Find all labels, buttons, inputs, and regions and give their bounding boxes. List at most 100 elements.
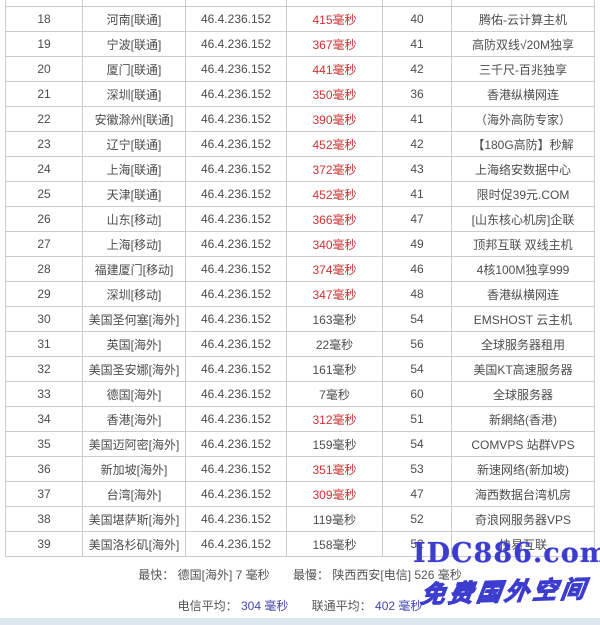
- response-time-cell: 351毫秒: [286, 456, 383, 482]
- response-time-cell: 161毫秒: [286, 356, 383, 382]
- ttl-cell: 54: [382, 431, 452, 457]
- table-row: 22 安徽滁州[联通] 46.4.236.152 390毫秒 41 （海外高防专…: [5, 106, 595, 132]
- response-time-cell: 390毫秒: [286, 106, 383, 132]
- response-time-cell: 350毫秒: [286, 81, 383, 107]
- row-number-cell: 31: [5, 331, 83, 357]
- table-row: 34 香港[海外] 46.4.236.152 312毫秒 51 新網絡(香港): [5, 406, 595, 432]
- response-time-cell: 452毫秒: [286, 181, 383, 207]
- row-number-cell: 26: [5, 206, 83, 232]
- ttl-cell: 60: [382, 381, 452, 407]
- table-row: 37 台湾[海外] 46.4.236.152 309毫秒 47 海西数据台湾机房: [5, 481, 595, 507]
- table-row: 28 福建厦门[移动] 46.4.236.152 374毫秒 46 4核100M…: [5, 256, 595, 282]
- response-time-cell: 159毫秒: [286, 431, 383, 457]
- unicom-average-label: 联通平均：: [311, 599, 372, 613]
- ttl-cell: 52: [382, 531, 452, 557]
- monitor-location-cell: 深圳[联通]: [82, 81, 186, 107]
- sponsor-ad-link[interactable]: 三千尺-百兆独享: [451, 56, 595, 82]
- fastest-label: 最快：: [138, 568, 175, 582]
- sponsor-ad-link[interactable]: 全球服务器: [451, 381, 595, 407]
- monitor-location-cell: 美国堪萨斯[海外]: [82, 506, 186, 532]
- row-number-cell: 38: [5, 506, 83, 532]
- sponsor-ad-link[interactable]: 顶邦互联 双线主机: [451, 231, 595, 257]
- response-time-cell: 163毫秒: [286, 306, 383, 332]
- sponsor-ad-link[interactable]: 美国KT高速服务器: [451, 356, 595, 382]
- ttl-cell: 41: [382, 106, 452, 132]
- row-number-cell: 22: [5, 106, 83, 132]
- monitor-location-cell: 厦门[联通]: [82, 56, 186, 82]
- monitor-location-cell: 英国[海外]: [82, 331, 186, 357]
- fastest-slowest-line: 最快： 德国[海外] 7 毫秒 最慢： 陕西西安[电信] 526 毫秒: [0, 566, 600, 583]
- ttl-cell: 36: [382, 81, 452, 107]
- table-row: 25 天津[联通] 46.4.236.152 452毫秒 41 限时促39元.C…: [5, 181, 595, 207]
- row-number-cell: 19: [5, 31, 83, 57]
- response-time-cell: 312毫秒: [286, 406, 383, 432]
- ttl-cell: 54: [382, 356, 452, 382]
- ttl-cell: 42: [382, 131, 452, 157]
- sponsor-ad-link[interactable]: （海外高防专家）: [451, 106, 595, 132]
- table-row: 30 美国圣何塞[海外] 46.4.236.152 163毫秒 54 EMSHO…: [5, 306, 595, 332]
- sponsor-ad-link[interactable]: 海西数据台湾机房: [451, 481, 595, 507]
- sponsor-ad-link[interactable]: 香港纵横网连: [451, 81, 595, 107]
- monitor-location-cell: 山东[移动]: [82, 206, 186, 232]
- response-time-cell: 7毫秒: [286, 381, 383, 407]
- monitor-location-cell: 辽宁[联通]: [82, 131, 186, 157]
- row-number-cell: 34: [5, 406, 83, 432]
- sponsor-ad-link[interactable]: EMSHOST 云主机: [451, 306, 595, 332]
- response-time-cell: 347毫秒: [286, 281, 383, 307]
- ttl-cell: 46: [382, 256, 452, 282]
- sponsor-ad-link[interactable]: 新速网络(新加坡): [451, 456, 595, 482]
- ttl-cell: 43: [382, 156, 452, 182]
- ip-address-cell: 46.4.236.152: [185, 231, 287, 257]
- row-number-cell: 18: [5, 6, 83, 32]
- ttl-cell: 48: [382, 281, 452, 307]
- sponsor-ad-link[interactable]: 腾佑-云计算主机: [451, 6, 595, 32]
- sponsor-ad-link[interactable]: 奇浪网服务器VPS: [451, 506, 595, 532]
- monitor-location-cell: 台湾[海外]: [82, 481, 186, 507]
- sponsor-ad-link[interactable]: 香港纵横网连: [451, 281, 595, 307]
- ip-address-cell: 46.4.236.152: [185, 31, 287, 57]
- row-number-cell: 28: [5, 256, 83, 282]
- sponsor-ad-link[interactable]: 限时促39元.COM: [451, 181, 595, 207]
- row-number-cell: 33: [5, 381, 83, 407]
- row-number-cell: 25: [5, 181, 83, 207]
- sponsor-ad-link[interactable]: 新網絡(香港): [451, 406, 595, 432]
- monitor-location-cell: 安徽滁州[联通]: [82, 106, 186, 132]
- response-time-cell: 22毫秒: [286, 331, 383, 357]
- row-number-cell: 23: [5, 131, 83, 157]
- ttl-cell: 47: [382, 206, 452, 232]
- slowest-label: 最慢：: [293, 568, 330, 582]
- monitor-location-cell: 美国圣何塞[海外]: [82, 306, 186, 332]
- ip-address-cell: 46.4.236.152: [185, 406, 287, 432]
- ip-address-cell: 46.4.236.152: [185, 156, 287, 182]
- monitor-location-cell: 德国[海外]: [82, 381, 186, 407]
- sponsor-ad-link[interactable]: 高防双线√20M独享: [451, 31, 595, 57]
- sponsor-ad-link[interactable]: 上海络安数据中心: [451, 156, 595, 182]
- ip-address-cell: 46.4.236.152: [185, 356, 287, 382]
- ip-address-cell: 46.4.236.152: [185, 306, 287, 332]
- sponsor-ad-link[interactable]: COMVPS 站群VPS: [451, 431, 595, 457]
- ttl-cell: 40: [382, 6, 452, 32]
- table-row: 18 河南[联通] 46.4.236.152 415毫秒 40 腾佑-云计算主机: [5, 6, 595, 32]
- sponsor-ad-link[interactable]: [山东核心机房]企联: [451, 206, 595, 232]
- table-row: 19 宁波[联通] 46.4.236.152 367毫秒 41 高防双线√20M…: [5, 31, 595, 57]
- ping-results-body: 18 河南[联通] 46.4.236.152 415毫秒 40 腾佑-云计算主机…: [5, 0, 595, 557]
- ip-address-cell: 46.4.236.152: [185, 81, 287, 107]
- sponsor-ad-link[interactable]: 4核100M独享999: [451, 256, 595, 282]
- monitor-location-cell: 深圳[移动]: [82, 281, 186, 307]
- table-row: 36 新加坡[海外] 46.4.236.152 351毫秒 53 新速网络(新加…: [5, 456, 595, 482]
- ip-address-cell: 46.4.236.152: [185, 431, 287, 457]
- sponsor-ad-link[interactable]: 【180G高防】秒解: [451, 131, 595, 157]
- unicom-average-value: 402 毫秒: [375, 599, 423, 613]
- monitor-location-cell: 河南[联通]: [82, 6, 186, 32]
- ip-address-cell: 46.4.236.152: [185, 56, 287, 82]
- sponsor-ad-link[interactable]: 快易互联: [451, 531, 595, 557]
- telecom-average-label: 电信平均：: [177, 599, 238, 613]
- table-row: 26 山东[移动] 46.4.236.152 366毫秒 47 [山东核心机房]…: [5, 206, 595, 232]
- bottom-divider: [0, 618, 600, 625]
- monitor-location-cell: 香港[海外]: [82, 406, 186, 432]
- row-number-cell: 27: [5, 231, 83, 257]
- table-row: 35 美国迈阿密[海外] 46.4.236.152 159毫秒 54 COMVP…: [5, 431, 595, 457]
- table-row: 39 美国洛杉矶[海外] 46.4.236.152 158毫秒 52 快易互联: [5, 531, 595, 557]
- sponsor-ad-link[interactable]: 全球服务器租用: [451, 331, 595, 357]
- ping-results-table: 18 河南[联通] 46.4.236.152 415毫秒 40 腾佑-云计算主机…: [5, 0, 595, 557]
